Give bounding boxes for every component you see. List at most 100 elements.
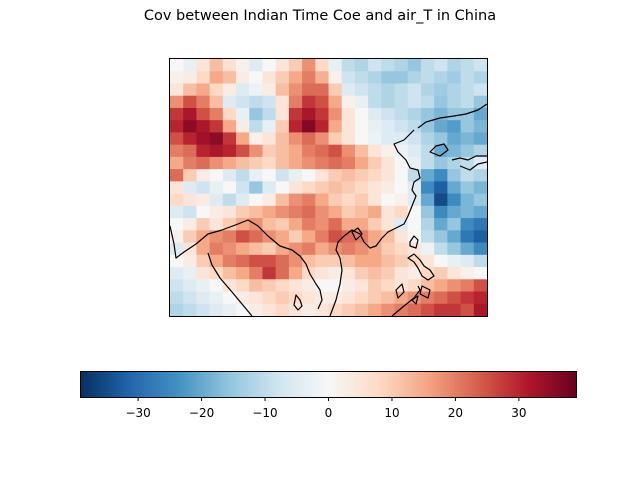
heatmap-cell [394, 59, 409, 72]
heatmap-cell [315, 181, 330, 195]
heatmap-cell [183, 120, 198, 134]
heatmap-cell [447, 230, 462, 244]
heatmap-cell [381, 132, 396, 146]
heatmap-cell [249, 107, 264, 121]
heatmap-cell [183, 181, 198, 195]
heatmap-cell [170, 95, 184, 109]
heatmap-cell [236, 218, 250, 231]
heatmap-cell [328, 59, 343, 72]
heatmap-cell [315, 71, 330, 85]
heatmap-cell [262, 59, 277, 72]
heatmap-cell [434, 71, 448, 85]
heatmap-cell [196, 156, 211, 170]
heatmap-cell [209, 242, 224, 256]
heatmap-cell [315, 169, 330, 182]
heatmap-cell [354, 303, 369, 317]
colorbar-ticks: −30 −20 −10 0 10 20 30 [125, 397, 527, 420]
heatmap-cell [420, 254, 435, 268]
heatmap-cell [275, 71, 290, 85]
heatmap-cell [420, 132, 435, 146]
heatmap-cell [447, 181, 462, 195]
heatmap-cell [315, 193, 330, 207]
heatmap-cell [236, 230, 250, 244]
heatmap-cell [341, 83, 356, 97]
heatmap-cell [473, 230, 488, 244]
heatmap-cell [420, 120, 435, 134]
heatmap-cell [473, 95, 488, 109]
heatmap-cell [196, 71, 211, 85]
heatmap-cell [394, 95, 409, 109]
heatmap-cell [302, 242, 316, 256]
heatmap-cell [209, 205, 224, 219]
heatmap-cell [170, 279, 184, 293]
heatmap-cell [262, 205, 277, 219]
heatmap-cell [249, 230, 264, 244]
heatmap-cell [275, 156, 290, 170]
heatmap-cell [420, 71, 435, 85]
heatmap-cell [183, 193, 198, 207]
heatmap-cell [368, 169, 382, 182]
heatmap-cell [434, 181, 448, 195]
heatmap-cell [302, 95, 316, 109]
heatmap-cell [473, 83, 488, 97]
heatmap-cell [354, 132, 369, 146]
heatmap-cell [236, 291, 250, 305]
heatmap-cell [447, 71, 462, 85]
heatmap-cell [407, 120, 422, 134]
heatmap-cell [434, 156, 448, 170]
heatmap-cell [407, 181, 422, 195]
heatmap-cell [460, 218, 475, 231]
heatmap-cell [236, 144, 250, 158]
heatmap-cell [328, 156, 343, 170]
heatmap-cell [368, 242, 382, 256]
heatmap-cell [473, 242, 488, 256]
heatmap-cell [420, 218, 435, 231]
heatmap-cell [302, 59, 316, 72]
heatmap-cell [275, 218, 290, 231]
heatmap-cell [368, 279, 382, 293]
heatmap-cell [170, 71, 184, 85]
heatmap-cell [407, 83, 422, 97]
heatmap-cell [407, 267, 422, 280]
heatmap-cell [315, 120, 330, 134]
colorbar-tick-label: 10 [384, 406, 399, 420]
heatmap-cell [368, 205, 382, 219]
heatmap-cell [354, 59, 369, 72]
heatmap-cell [183, 230, 198, 244]
colorbar-tick-label: 30 [511, 406, 526, 420]
heatmap-cell [302, 71, 316, 85]
heatmap-cell [407, 95, 422, 109]
heatmap-cell [288, 242, 303, 256]
heatmap-cell [196, 181, 211, 195]
heatmap-cell [328, 132, 343, 146]
heatmap-cell [209, 120, 224, 134]
heatmap-cell [341, 291, 356, 305]
heatmap-cell [209, 83, 224, 97]
heatmap-cell [302, 107, 316, 121]
heatmap-cell [473, 107, 488, 121]
heatmap-cell [381, 83, 396, 97]
heatmap-cell [420, 303, 435, 317]
heatmap-cell [460, 205, 475, 219]
heatmap-cell [381, 71, 396, 85]
heatmap-cell [249, 267, 264, 280]
heatmap-cell [236, 205, 250, 219]
heatmap-cell [328, 95, 343, 109]
heatmap-cell [236, 95, 250, 109]
heatmap-cell [381, 107, 396, 121]
coastline-taiwan [409, 235, 419, 249]
heatmap-cell [275, 120, 290, 134]
heatmap-cell [183, 95, 198, 109]
heatmap-cell [341, 95, 356, 109]
heatmap-cell [341, 181, 356, 195]
heatmap-cell [249, 83, 264, 97]
heatmap-cell [262, 169, 277, 182]
heatmap-cell [275, 267, 290, 280]
heatmap-cell [394, 205, 409, 219]
heatmap-cell [170, 132, 184, 146]
heatmap-cell [183, 71, 198, 85]
heatmap-cell [368, 267, 382, 280]
heatmap-cell [183, 291, 198, 305]
heatmap-cell [275, 83, 290, 97]
heatmap-cell [275, 144, 290, 158]
